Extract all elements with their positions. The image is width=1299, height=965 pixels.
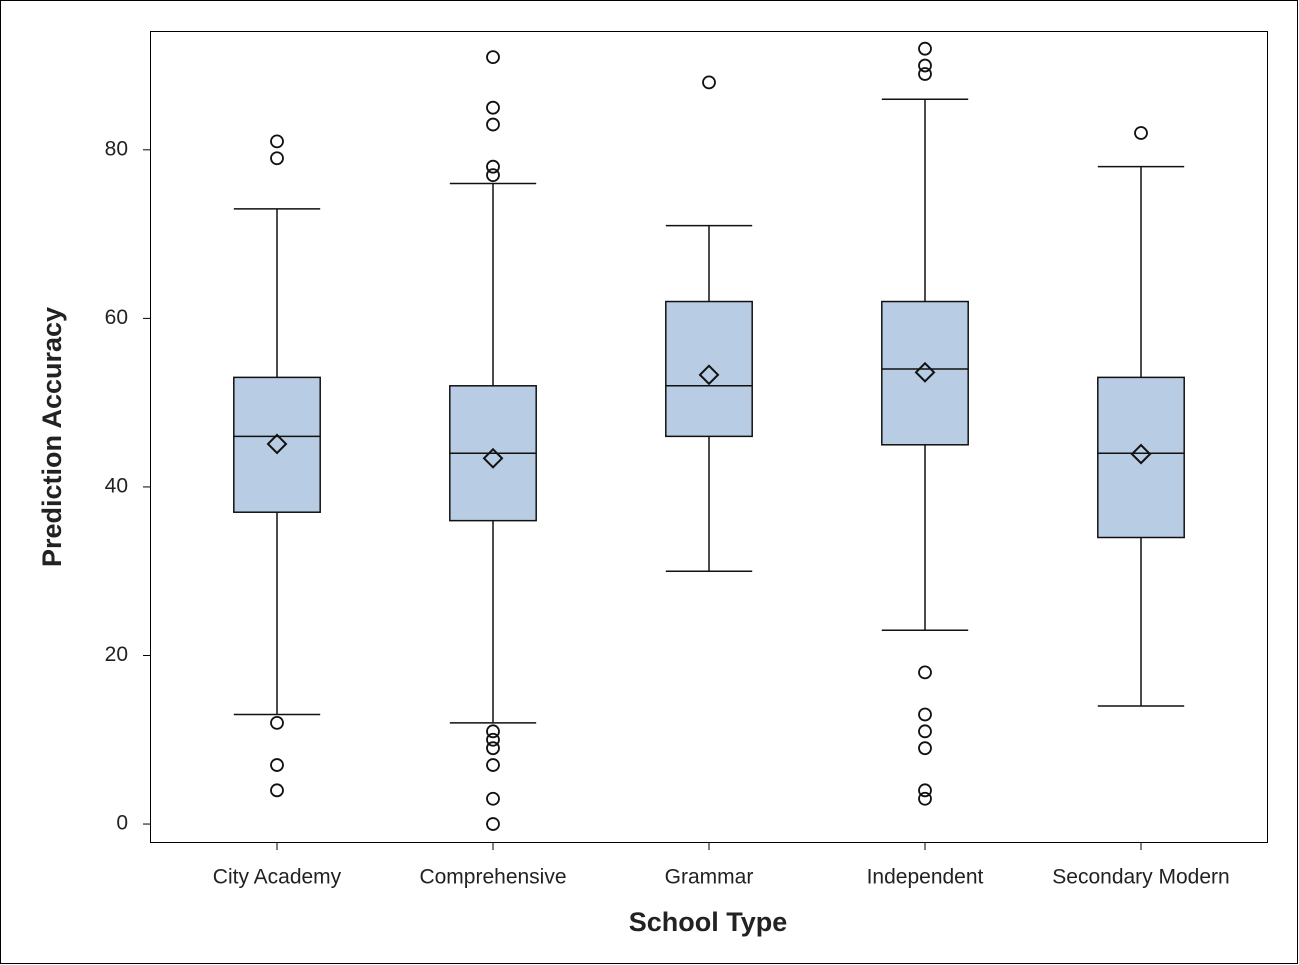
outlier <box>270 134 284 149</box>
x-tick-label: City Academy <box>213 866 342 889</box>
outlier <box>486 159 500 174</box>
outlier <box>486 117 500 132</box>
outlier <box>486 758 500 772</box>
x-tick-label: Independent <box>867 866 984 889</box>
outlier <box>270 151 284 166</box>
y-tick-label: 40 <box>105 474 128 497</box>
outlier <box>918 783 932 798</box>
mean-marker <box>914 361 936 383</box>
mean-marker <box>698 364 720 386</box>
outlier <box>486 791 500 806</box>
x-tick-label: Grammar <box>665 866 754 889</box>
y-tick-label: 20 <box>105 643 128 666</box>
plot-area <box>150 31 1268 843</box>
outlier <box>270 783 284 798</box>
mean-marker <box>266 433 288 455</box>
x-tick-label: Secondary Modern <box>1052 866 1229 889</box>
x-tick-label: Comprehensive <box>419 866 566 889</box>
outlier <box>486 817 500 831</box>
outlier <box>918 665 932 680</box>
y-tick-label: 60 <box>105 306 128 329</box>
mean-marker <box>1130 443 1152 465</box>
y-tick-label: 0 <box>116 812 128 835</box>
box <box>665 300 753 438</box>
x-axis-title: School Type <box>629 907 788 937</box>
outlier <box>918 67 932 81</box>
y-tick-label: 80 <box>105 137 128 160</box>
outlier <box>270 716 284 730</box>
outlier <box>918 707 932 722</box>
outlier <box>486 100 500 115</box>
mean-marker <box>482 447 504 469</box>
outlier <box>486 168 500 183</box>
outlier <box>270 758 284 772</box>
box <box>881 300 969 446</box>
y-axis-title: Prediction Accuracy <box>37 307 67 567</box>
outlier <box>702 75 716 90</box>
outlier <box>918 791 932 806</box>
outlier <box>1134 126 1148 140</box>
outlier <box>486 50 500 65</box>
outlier <box>918 724 932 739</box>
outlier <box>486 732 500 747</box>
outlier <box>486 741 500 756</box>
outlier <box>918 741 932 756</box>
outlier <box>918 58 932 73</box>
outlier <box>918 41 932 56</box>
box <box>1097 376 1185 539</box>
box <box>233 376 321 513</box>
outlier <box>486 724 500 739</box>
